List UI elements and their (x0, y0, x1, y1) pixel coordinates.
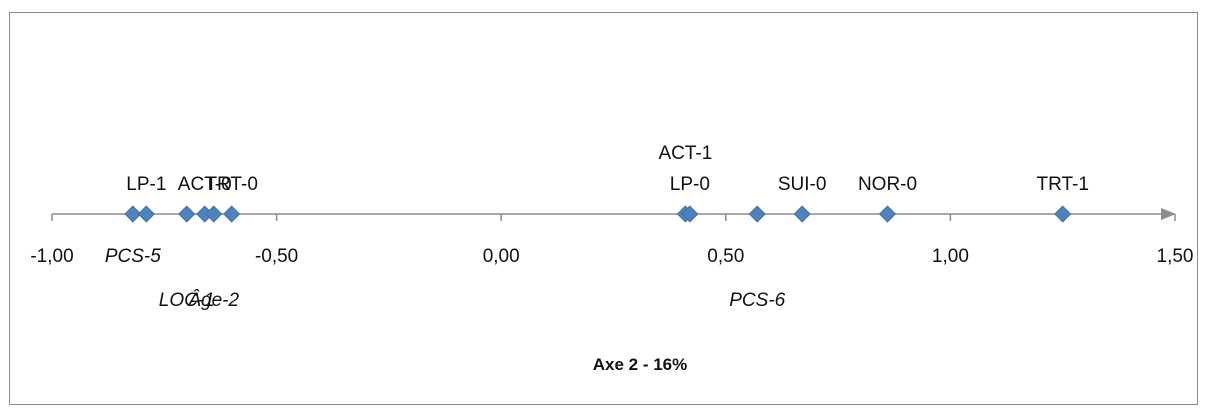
data-point-label: ACT-1 (658, 143, 712, 164)
data-point-marker (748, 205, 766, 223)
data-point-marker (878, 205, 897, 223)
data-point-label: Âge-2 (187, 289, 239, 311)
data-point-marker (793, 205, 811, 223)
chart-title: Axe 2 - 16% (593, 355, 688, 374)
data-point-marker (205, 205, 223, 223)
data-point-label: TRT-0 (205, 174, 257, 195)
x-tick-label: 0,50 (707, 246, 744, 267)
x-tick-label: -1,00 (30, 246, 73, 267)
data-point-marker (178, 205, 196, 223)
data-point-label: ACT-0 (178, 174, 232, 195)
data-point-label: LP-0 (670, 174, 710, 195)
data-point-label: PCS-6 (729, 290, 785, 311)
data-point-marker (223, 205, 241, 223)
label-layer: PCS-5 LP-1 LOC-1 ACT-0 Âge-2 TRT-0 ACT-1 LP-0 PC… (105, 143, 1089, 311)
x-tick-label: -0,50 (255, 246, 298, 267)
data-point-marker (137, 205, 155, 223)
data-point-label: NOR-0 (858, 174, 917, 195)
x-tick-label: 1,00 (932, 246, 969, 267)
x-tick-label: 0,00 (483, 246, 520, 267)
tick-layer: -1,00 -0,50 0,00 0,50 1,00 1,50 (30, 214, 1193, 267)
data-point-label: LOC-1 (159, 290, 215, 311)
x-tick-label: 1,50 (1157, 246, 1194, 267)
x-axis-arrowhead (1161, 208, 1176, 220)
data-point-marker (681, 205, 699, 223)
data-point-marker (1054, 205, 1072, 223)
data-point-label: TRT-1 (1036, 174, 1088, 195)
data-point-label: SUI-0 (778, 174, 827, 195)
data-point-label: LP-1 (126, 174, 166, 195)
data-point-label: PCS-5 (105, 246, 161, 267)
data-point-marker (124, 205, 142, 223)
point-layer (124, 205, 1072, 223)
